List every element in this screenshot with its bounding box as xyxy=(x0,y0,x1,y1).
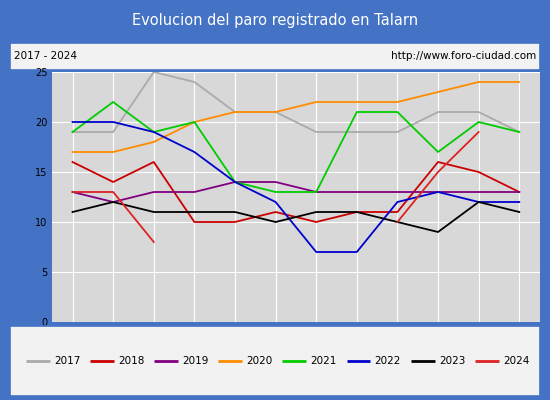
Text: 2017: 2017 xyxy=(54,356,80,366)
Text: 2023: 2023 xyxy=(439,356,465,366)
Text: http://www.foro-ciudad.com: http://www.foro-ciudad.com xyxy=(390,51,536,61)
Text: 2024: 2024 xyxy=(503,356,529,366)
Text: 2019: 2019 xyxy=(182,356,208,366)
Text: 2017 - 2024: 2017 - 2024 xyxy=(14,51,77,61)
Text: 2018: 2018 xyxy=(118,356,145,366)
Text: 2020: 2020 xyxy=(246,356,273,366)
Text: 2021: 2021 xyxy=(311,356,337,366)
Text: Evolucion del paro registrado en Talarn: Evolucion del paro registrado en Talarn xyxy=(132,14,418,28)
Text: 2022: 2022 xyxy=(375,356,401,366)
